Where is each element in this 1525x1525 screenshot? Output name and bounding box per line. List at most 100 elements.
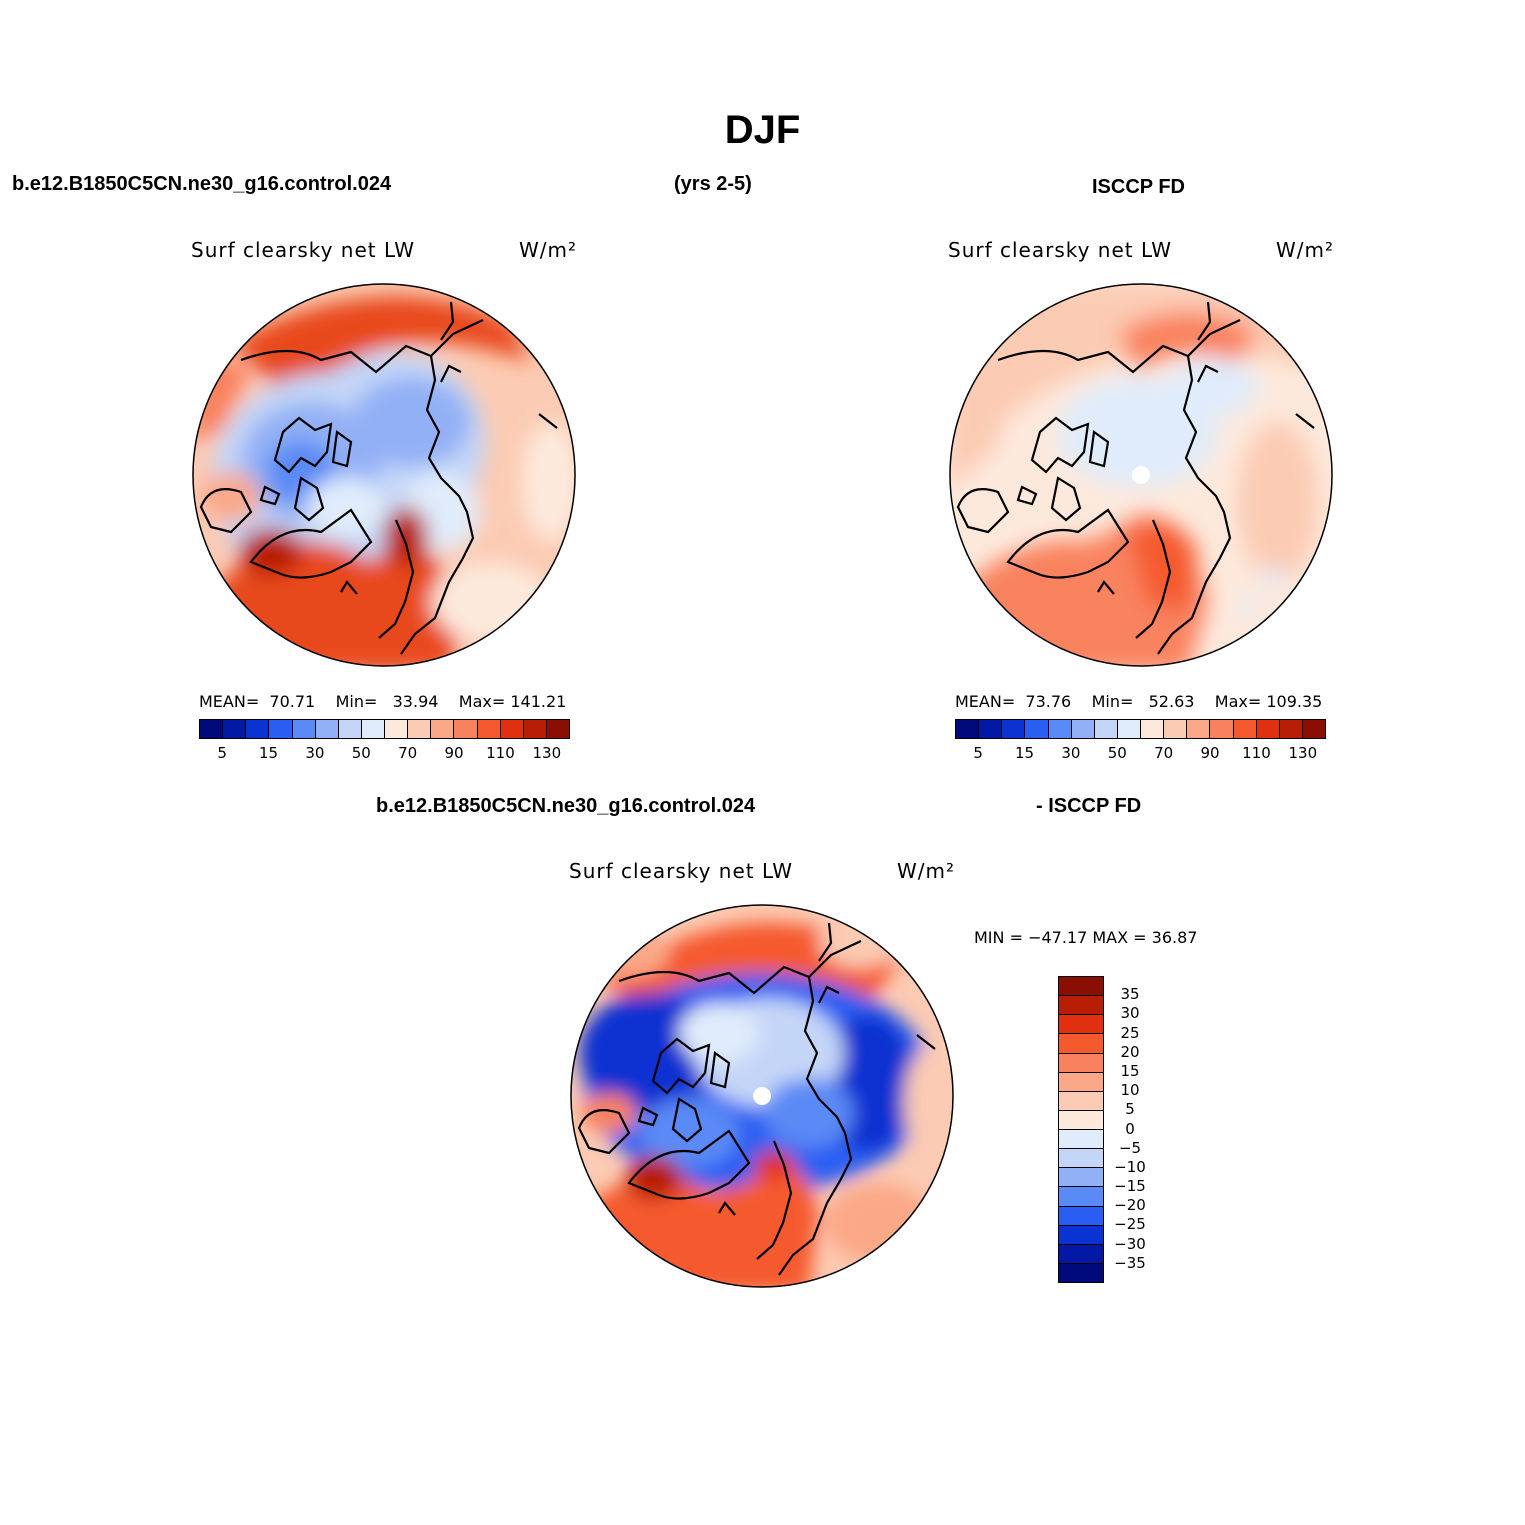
colorbar-swatch <box>1059 1072 1103 1092</box>
colorbar-swatch <box>1059 1015 1103 1035</box>
colorbar-tick-label: 50 <box>1107 744 1127 762</box>
colorbar-tick-label: 5 <box>973 744 983 762</box>
colorbar-tick-label: 30 <box>305 744 325 762</box>
mean-label: MEAN= <box>955 692 1016 711</box>
colorbar-swatch <box>1071 720 1095 738</box>
colorbar-tick-label: 70 <box>1154 744 1174 762</box>
diff-case-name: b.e12.B1850C5CN.ne30_g16.control.024 <box>376 795 756 817</box>
colorbar-swatch <box>979 720 1003 738</box>
colorbar-tick-label: −10 <box>1114 1157 1146 1176</box>
colorbar-swatch <box>500 720 524 738</box>
colorbar-swatch <box>1059 1053 1103 1073</box>
colorbar-tick-label: 30 <box>1061 744 1081 762</box>
min-label: Min= <box>1091 692 1134 711</box>
colorbar-swatch <box>523 720 547 738</box>
colorbar-tick-label: 20 <box>1120 1042 1140 1061</box>
case-name-left: b.e12.B1850C5CN.ne30_g16.control.024 <box>12 173 392 195</box>
polar-map-obs <box>949 283 1333 667</box>
panel2-stats: MEAN= 73.76 Min= 52.63 Max= 109.35 <box>955 692 1322 711</box>
min-value: 52.63 <box>1148 692 1195 711</box>
colorbar-swatch <box>1210 720 1234 738</box>
mean-label: MEAN= <box>199 692 260 711</box>
diff-range: MIN = −47.17 MAX = 36.87 <box>974 928 1198 947</box>
colorbar-swatch <box>1059 1206 1103 1226</box>
colorbar-tick-label: 50 <box>351 744 371 762</box>
colorbar-swatch <box>1059 1091 1103 1111</box>
min-value: 33.94 <box>392 692 439 711</box>
panel1-variable: Surf clearsky net LW <box>191 238 416 262</box>
colorbar-model <box>199 719 570 739</box>
colorbar-swatch <box>200 720 224 738</box>
colorbar-tick-label: 110 <box>1242 744 1271 762</box>
colorbar-tick-label: 15 <box>259 744 279 762</box>
colorbar-swatch <box>246 720 270 738</box>
colorbar-tick-label: −35 <box>1114 1253 1146 1272</box>
colorbar-tick-label: 130 <box>1288 744 1318 762</box>
page-title: DJF <box>724 108 801 152</box>
colorbar-swatch <box>1059 1149 1103 1169</box>
colorbar-swatch <box>408 720 432 738</box>
colorbar-swatch <box>1059 1130 1103 1150</box>
colorbar-swatch <box>1187 720 1211 738</box>
colorbar-swatch <box>1094 720 1118 738</box>
max-label: Max= <box>458 692 506 711</box>
colorbar-tick-label: 5 <box>217 744 227 762</box>
diff-case-name2: - ISCCP FD <box>1036 795 1142 817</box>
colorbar-swatch <box>1059 1034 1103 1054</box>
colorbar-swatch <box>1164 720 1188 738</box>
colorbar-swatch <box>385 720 409 738</box>
colorbar-tick-label: 90 <box>444 744 464 762</box>
colorbar-swatch <box>956 720 980 738</box>
colorbar-tick-label: 15 <box>1120 1061 1140 1080</box>
colorbar-swatch <box>1025 720 1049 738</box>
colorbar-tick-label: 30 <box>1120 1004 1140 1023</box>
panel2-variable: Surf clearsky net LW <box>948 238 1173 262</box>
colorbar-swatch <box>1141 720 1165 738</box>
mean-value: 70.71 <box>269 692 316 711</box>
colorbar-tick-label: −25 <box>1114 1215 1146 1234</box>
colorbar-swatch <box>1256 720 1280 738</box>
colorbar-tick-label: 70 <box>398 744 418 762</box>
colorbar-obs <box>955 719 1326 739</box>
polar-map-model <box>192 283 576 667</box>
colorbar-swatch <box>292 720 316 738</box>
colorbar-tick-label: 25 <box>1120 1023 1140 1042</box>
colorbar-tick-label: −20 <box>1114 1196 1146 1215</box>
colorbar-swatch <box>1302 720 1325 738</box>
colorbar-tick-label: 90 <box>1200 744 1220 762</box>
colorbar-swatch <box>269 720 293 738</box>
colorbar-tick-label: −15 <box>1114 1177 1146 1196</box>
colorbar-swatch <box>1048 720 1072 738</box>
colorbar-swatch <box>1117 720 1141 738</box>
colorbar-swatch <box>1059 1225 1103 1245</box>
colorbar-tick-label: 10 <box>1120 1081 1140 1100</box>
max-value: 141.21 <box>510 692 567 711</box>
case-name-right: ISCCP FD <box>1092 176 1185 198</box>
min-label: Min= <box>335 692 378 711</box>
panel3-variable: Surf clearsky net LW <box>569 859 794 883</box>
colorbar-swatch <box>1233 720 1257 738</box>
max-label: Max= <box>1214 692 1262 711</box>
colorbar-swatch <box>431 720 455 738</box>
colorbar-swatch <box>1059 1263 1103 1282</box>
colorbar-swatch <box>223 720 247 738</box>
colorbar-diff <box>1058 976 1104 1283</box>
max-value: 109.35 <box>1266 692 1323 711</box>
panel2-units: W/m² <box>1276 238 1335 262</box>
colorbar-swatch <box>1279 720 1303 738</box>
mean-value: 73.76 <box>1025 692 1072 711</box>
colorbar-tick-label: 130 <box>532 744 562 762</box>
colorbar-swatch <box>1059 1187 1103 1207</box>
years-label: (yrs 2-5) <box>674 173 752 195</box>
colorbar-swatch <box>1059 1110 1103 1130</box>
colorbar-swatch <box>1059 977 1103 997</box>
colorbar-tick-label: 0 <box>1125 1119 1135 1138</box>
panel1-stats: MEAN= 70.71 Min= 33.94 Max= 141.21 <box>199 692 566 711</box>
colorbar-tick-label: −5 <box>1118 1138 1142 1157</box>
colorbar-swatch <box>477 720 501 738</box>
colorbar-swatch <box>1002 720 1026 738</box>
colorbar-tick-label: −30 <box>1114 1234 1146 1253</box>
colorbar-swatch <box>315 720 339 738</box>
polar-map-diff <box>570 904 954 1288</box>
colorbar-swatch <box>454 720 478 738</box>
